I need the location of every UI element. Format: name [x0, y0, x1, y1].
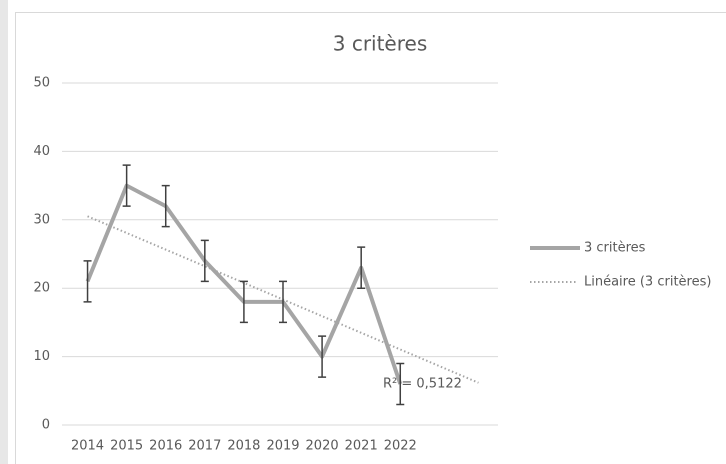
y-tick-label: 50 — [33, 76, 50, 91]
x-tick-label: 2016 — [149, 439, 182, 454]
side-bar — [0, 0, 8, 464]
x-tick-label: 2022 — [384, 439, 417, 454]
error-bar — [122, 164, 131, 207]
x-tick-label: 2017 — [188, 439, 221, 454]
error-bar — [357, 246, 366, 289]
y-tick-label: 30 — [33, 212, 50, 227]
x-tick-label: 2020 — [306, 439, 339, 454]
x-tick-label: 2015 — [110, 439, 143, 454]
y-tick-label: 40 — [33, 144, 50, 159]
y-tick-label: 20 — [33, 281, 50, 296]
error-bar — [200, 239, 209, 283]
x-tick-label: 2014 — [71, 439, 104, 454]
error-bar — [396, 362, 405, 406]
legend-label: Linéaire (3 critères) — [584, 275, 711, 290]
error-bar — [318, 335, 327, 378]
error-bar — [239, 280, 248, 324]
x-tick-label: 2021 — [345, 439, 378, 454]
chart-border — [15, 12, 726, 464]
error-bar — [83, 260, 92, 303]
error-bar — [161, 184, 170, 228]
y-tick-label: 10 — [33, 349, 50, 364]
error-bar — [279, 280, 287, 324]
chart-title: 3 critères — [333, 32, 428, 56]
y-tick-label: 0 — [42, 418, 50, 433]
trendline-label: R² = 0,5122 — [383, 377, 462, 392]
x-tick-label: 2018 — [227, 439, 260, 454]
legend-label: 3 critères — [584, 241, 646, 256]
x-tick-label: 2019 — [266, 439, 299, 454]
